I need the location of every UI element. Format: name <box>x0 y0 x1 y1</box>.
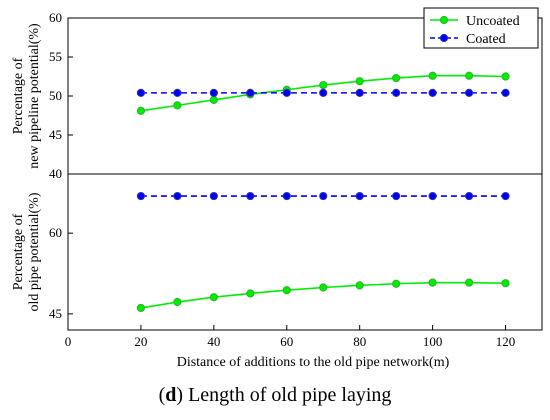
top-y-axis-label: Percentage of new pipeline potential(%) <box>11 23 42 169</box>
bottom-uncoated-point <box>501 279 510 288</box>
bottom-y-label-line1: Percentage of <box>11 213 26 290</box>
bottom-coated-point <box>319 191 328 201</box>
top-uncoated-point <box>464 71 474 80</box>
top-coated-point <box>173 88 182 97</box>
top-coated-point <box>355 88 364 97</box>
bottom-coated-point <box>501 191 510 201</box>
x-tick-label: 0 <box>65 334 72 349</box>
bottom-coated-point <box>355 191 364 201</box>
bottom-coated-point <box>464 191 474 201</box>
legend-marker-coated <box>439 33 449 43</box>
top-coated-point <box>501 88 510 97</box>
legend-label-uncoated: Uncoated <box>466 14 520 29</box>
x-tick-label: 100 <box>423 334 443 349</box>
x-tick-label: 60 <box>280 334 293 349</box>
bottom-coated-point <box>173 191 182 201</box>
bottom-y-tick-label: 60 <box>49 225 62 240</box>
x-tick-label: 120 <box>496 334 516 349</box>
top-uncoated-point <box>501 72 510 81</box>
bottom-uncoated-point <box>319 283 328 292</box>
figure-caption: (d) Length of old pipe laying <box>158 384 392 406</box>
bottom-coated-point <box>209 191 218 201</box>
bottom-uncoated-point <box>355 281 364 290</box>
top-uncoated-point <box>319 80 328 90</box>
bottom-uncoated-point <box>392 279 401 288</box>
caption-letter: d <box>165 384 177 406</box>
top-coated-point <box>209 88 218 97</box>
top-y-tick-label: 55 <box>49 49 62 64</box>
legend-marker-uncoated <box>439 15 449 25</box>
bottom-coated-point <box>246 191 255 201</box>
top-panel: 40 45 50 55 60 Percentage of new pipeline pote… <box>11 10 543 181</box>
top-coated-point <box>319 88 328 97</box>
top-uncoated-point <box>173 101 182 110</box>
top-uncoated-point <box>355 77 364 86</box>
top-coated-point <box>246 88 255 97</box>
top-uncoated-point <box>209 95 218 105</box>
bottom-uncoated-point <box>282 286 291 295</box>
bottom-y-tick-label: 45 <box>49 306 62 321</box>
top-coated-point <box>464 88 474 97</box>
top-y-tick-label: 60 <box>49 10 62 25</box>
legend: Uncoated Coated <box>423 7 539 49</box>
bottom-coated-point <box>392 191 401 201</box>
x-tick-label: 40 <box>207 334 220 349</box>
bottom-plot-frame <box>67 173 543 331</box>
bottom-uncoated-point <box>464 278 474 287</box>
bottom-coated-point <box>136 191 146 201</box>
top-y-label-line1: Percentage of <box>11 57 26 134</box>
bottom-panel: 45 60 Percentage of old pipe potential(%) <box>11 173 543 331</box>
bottom-uncoated-point <box>428 278 437 287</box>
bottom-uncoated-point <box>209 293 218 302</box>
x-tick-label: 80 <box>353 334 366 349</box>
top-coated-point <box>428 88 437 97</box>
bottom-uncoated-point <box>173 297 182 307</box>
top-uncoated-point <box>392 73 401 83</box>
bottom-uncoated-point <box>246 289 255 298</box>
bottom-uncoated-point <box>136 303 146 313</box>
bottom-y-label-line2: old pipe potential(%) <box>27 192 42 311</box>
top-uncoated-point <box>136 106 146 115</box>
top-uncoated-point <box>428 71 437 80</box>
caption-text: ) Length of old pipe laying <box>176 384 392 406</box>
top-coated-point <box>136 88 146 97</box>
top-coated-point <box>282 88 291 97</box>
legend-label-coated: Coated <box>466 32 506 47</box>
x-axis: 0 20 40 60 80 100 120 <box>65 325 516 349</box>
top-y-tick-label: 50 <box>49 88 62 103</box>
top-y-tick-label: 40 <box>49 166 62 181</box>
top-y-label-line2: new pipeline potential(%) <box>27 23 42 169</box>
top-y-tick-label: 45 <box>49 127 62 142</box>
top-coated-point <box>392 88 401 97</box>
bottom-coated-point <box>282 191 291 201</box>
x-axis-label: Distance of additions to the old pipe ne… <box>177 355 450 370</box>
bottom-coated-point <box>428 191 437 201</box>
x-tick-label: 20 <box>134 334 147 349</box>
bottom-y-axis-label: Percentage of old pipe potential(%) <box>11 192 42 311</box>
